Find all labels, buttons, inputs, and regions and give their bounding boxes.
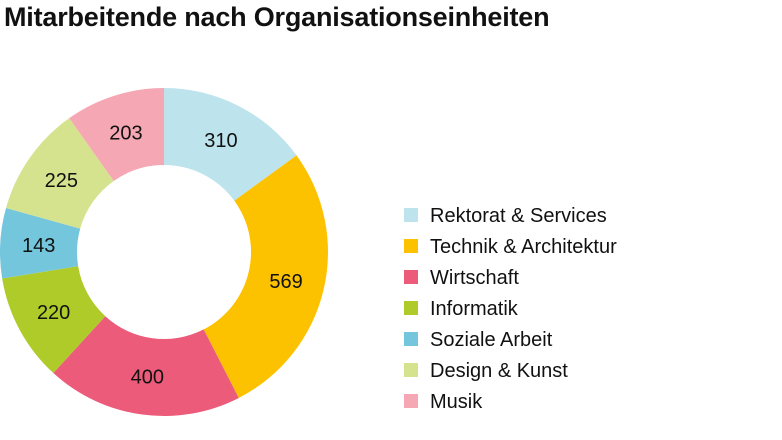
legend-swatch bbox=[404, 301, 418, 315]
legend-swatch bbox=[404, 332, 418, 346]
data-label: 310 bbox=[204, 130, 237, 152]
legend-swatch bbox=[404, 239, 418, 253]
data-label: 400 bbox=[131, 366, 164, 388]
chart-title: Mitarbeitende nach Organisationseinheite… bbox=[4, 2, 550, 32]
legend-label: Musik bbox=[430, 391, 483, 413]
legend-label: Soziale Arbeit bbox=[430, 329, 553, 351]
legend-label: Rektorat & Services bbox=[430, 205, 607, 227]
data-label: 220 bbox=[37, 302, 70, 324]
donut-segment bbox=[203, 155, 328, 398]
donut-segment bbox=[6, 118, 114, 229]
legend-label: Technik & Architektur bbox=[430, 236, 617, 258]
legend-swatch bbox=[404, 270, 418, 284]
legend-label: Wirtschaft bbox=[430, 267, 519, 289]
legend-swatch bbox=[404, 394, 418, 408]
donut-segment bbox=[2, 266, 106, 374]
donut-segment bbox=[164, 88, 297, 201]
data-label: 569 bbox=[269, 271, 302, 293]
donut-segment bbox=[69, 88, 164, 181]
legend-label: Design & Kunst bbox=[430, 360, 568, 382]
data-label: 225 bbox=[45, 170, 78, 192]
donut-segment bbox=[0, 207, 81, 279]
legend-swatch bbox=[404, 208, 418, 222]
data-label: 203 bbox=[109, 122, 142, 144]
donut-segment bbox=[53, 316, 239, 416]
legend-swatch bbox=[404, 363, 418, 377]
data-label: 143 bbox=[22, 235, 55, 257]
legend-label: Informatik bbox=[430, 298, 519, 320]
